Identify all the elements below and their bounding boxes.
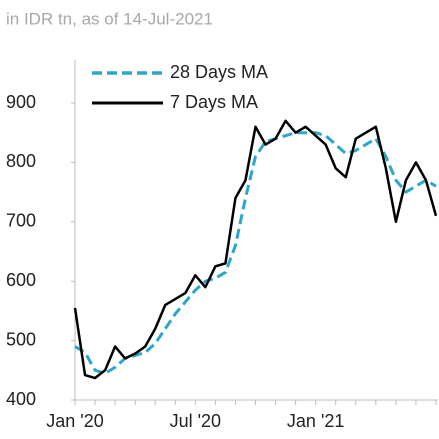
legend-label: 7 Days MA bbox=[170, 92, 258, 112]
x-tick-label: Jan '21 bbox=[287, 411, 344, 431]
y-tick-label: 400 bbox=[6, 389, 36, 409]
x-tick-label: Jan '20 bbox=[46, 411, 103, 431]
x-tick-label: Jul '20 bbox=[170, 411, 221, 431]
y-tick-label: 800 bbox=[6, 151, 36, 171]
y-tick-label: 600 bbox=[6, 270, 36, 290]
chart-subtitle: in IDR tn, as of 14-Jul-2021 bbox=[6, 9, 213, 28]
line-series bbox=[73, 119, 438, 380]
y-tick-label: 500 bbox=[6, 329, 36, 349]
line-series bbox=[74, 131, 437, 375]
legend-label: 28 Days MA bbox=[170, 62, 268, 82]
y-tick-label: 700 bbox=[6, 211, 36, 231]
y-tick-label: 900 bbox=[6, 92, 36, 112]
